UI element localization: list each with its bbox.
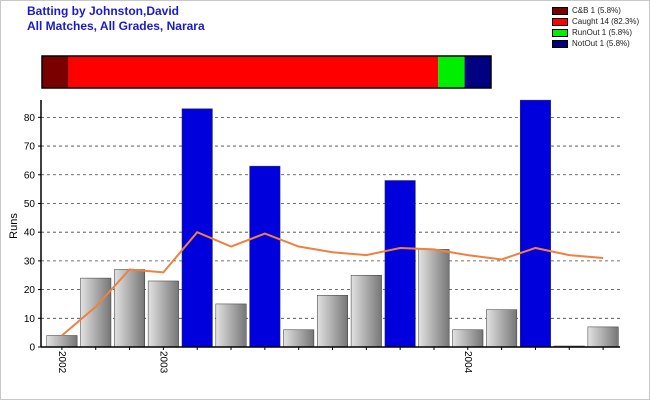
legend-label: C&B 1 (5.8%): [572, 6, 621, 15]
average-line-group: [61, 230, 604, 337]
legend-label: RunOut 1 (5.8%): [572, 28, 633, 37]
bar: [317, 295, 348, 348]
y-tick-label: 0: [29, 343, 35, 354]
bar: [283, 329, 315, 348]
bar: [147, 280, 179, 348]
bar: [350, 274, 382, 348]
legend-label: NotOut 1 (5.8%): [572, 39, 630, 48]
x-tick-labels: 2002 2003 2004: [56, 351, 473, 374]
legend-swatch: [552, 28, 568, 37]
bar: [519, 99, 551, 348]
legend: C&B 1 (5.8%) Caught 14 (82.3%) RunOut 1 …: [552, 5, 639, 49]
dismissal-stacked-bar: [41, 55, 492, 89]
average-line: [61, 230, 604, 337]
bar: [587, 326, 619, 348]
y-tick-label: 20: [24, 285, 36, 296]
bar: [46, 335, 78, 348]
y-tick-label: 50: [24, 199, 36, 210]
bar: [249, 165, 281, 348]
legend-item-cb: C&B 1 (5.8%): [552, 5, 639, 16]
y-tick-label: 80: [24, 113, 36, 124]
bar: [486, 309, 518, 348]
y-axis-label: Runs: [8, 213, 20, 239]
stacked-segment-caught: [68, 56, 439, 88]
bar: [80, 277, 112, 348]
legend-swatch: [552, 17, 568, 26]
stacked-segment-cb: [42, 56, 69, 88]
legend-swatch: [552, 39, 568, 48]
y-tick-label: 60: [24, 170, 36, 181]
legend-item-caught: Caught 14 (82.3%): [552, 16, 639, 27]
legend-item-runout: RunOut 1 (5.8%): [552, 27, 639, 38]
axes: [38, 100, 620, 350]
chart-title-line1: Batting by Johnston,David: [27, 4, 180, 18]
bar: [418, 249, 450, 348]
bar: [181, 108, 213, 348]
chart-title-line2: All Matches, All Grades, Narara: [27, 19, 205, 33]
stacked-segment-notout: [464, 56, 491, 88]
y-tick-label: 30: [24, 256, 36, 267]
legend-swatch: [552, 6, 568, 15]
y-tick-label: 40: [24, 228, 36, 239]
x-tick-label: 2002: [56, 351, 67, 374]
legend-label: Caught 14 (82.3%): [572, 17, 640, 26]
x-tick-label: 2003: [157, 351, 168, 374]
legend-item-notout: NotOut 1 (5.8%): [552, 38, 639, 49]
bars: [46, 99, 619, 348]
bar: [384, 180, 416, 348]
bar: [215, 303, 247, 348]
y-tick-labels: 0 10 20 30 40 50 60 70 80: [24, 113, 36, 354]
stacked-segment-runout: [438, 56, 465, 88]
y-tick-label: 10: [24, 314, 36, 325]
stacked-bar-border: [41, 55, 492, 89]
y-tick-label: 70: [24, 142, 36, 153]
bar: [452, 329, 484, 348]
x-tick-label: 2004: [462, 351, 473, 374]
